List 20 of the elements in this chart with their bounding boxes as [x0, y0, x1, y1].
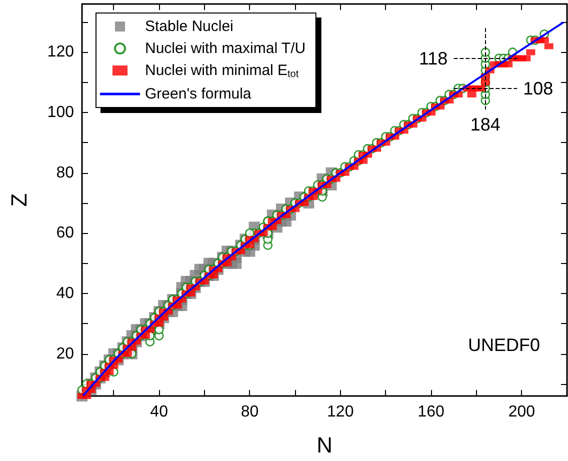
y-tick-label: 60	[56, 224, 74, 242]
legend-label: Stable Nuclei	[145, 18, 234, 35]
ref-line-label: 118	[418, 48, 448, 68]
annotation: UNEDF0	[468, 335, 540, 355]
y-tick-label: 40	[56, 284, 74, 302]
x-tick-label: 200	[508, 404, 536, 420]
x-tick-label: 40	[150, 404, 168, 420]
ref-line-label: 108	[523, 78, 554, 98]
y-axis-title: Z	[6, 193, 32, 207]
y-tick-label: 20	[56, 345, 74, 362]
legend-label: Green's formula	[145, 86, 252, 102]
y-tick-label: 100	[47, 104, 74, 122]
y-tick-label: 120	[47, 44, 74, 61]
ref-line-label: 184	[470, 114, 500, 135]
x-tick-label: 120	[327, 404, 354, 420]
y-tick-label: 80	[56, 164, 74, 182]
legend-label: Nuclei with maximal T/U	[145, 40, 306, 57]
x-tick-label: 80	[240, 404, 259, 420]
x-axis-title: N	[316, 432, 332, 458]
x-tick-label: 160	[418, 404, 444, 420]
